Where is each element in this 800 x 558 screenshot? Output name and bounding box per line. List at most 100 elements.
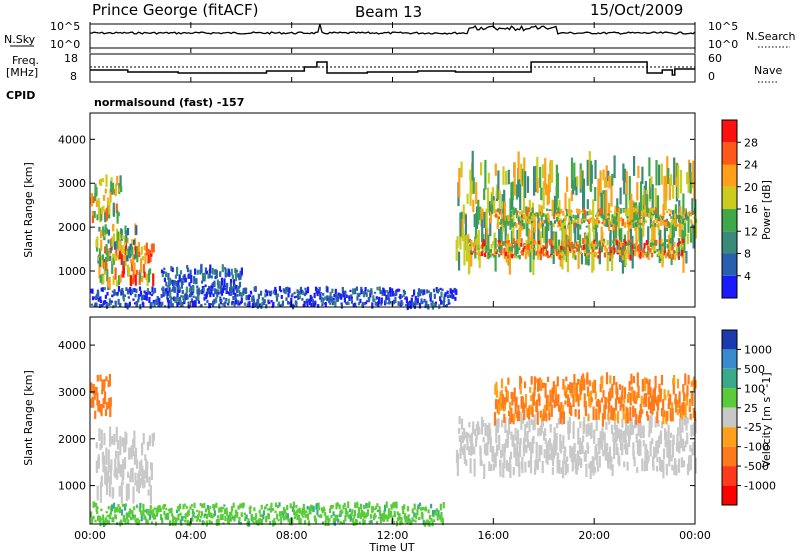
power-cell	[179, 270, 183, 275]
power-cell	[232, 279, 236, 287]
velocity-cell	[102, 455, 106, 473]
velocity-cell	[545, 413, 548, 422]
velocity-cell	[255, 519, 258, 523]
power-cell	[200, 303, 203, 308]
velocity-cell	[112, 489, 115, 496]
power-cell	[654, 250, 657, 254]
velocity-cell	[533, 414, 536, 430]
velocity-cell	[540, 420, 543, 434]
power-cell	[109, 189, 112, 203]
power-cell	[628, 239, 631, 242]
power-cell	[671, 222, 674, 250]
velocity-cell	[497, 403, 500, 415]
velocity-cell	[98, 428, 101, 441]
power-cell	[496, 216, 499, 228]
power-cell	[397, 301, 400, 306]
velocity-cell	[602, 390, 605, 398]
velocity-cell	[456, 453, 459, 469]
velocity-cell	[463, 428, 466, 441]
power-cell	[104, 212, 107, 223]
power-cell	[223, 288, 226, 291]
velocity-cell	[636, 372, 639, 387]
power-cell	[239, 292, 242, 297]
power-cell	[272, 301, 275, 307]
power-cell	[677, 216, 680, 222]
velocity-cell	[138, 461, 142, 477]
power-cell	[682, 193, 685, 225]
power-cell	[665, 253, 668, 257]
power-cell	[579, 251, 582, 254]
velocity-cell	[140, 510, 143, 515]
power-cell	[145, 294, 148, 301]
velocity-cell	[524, 424, 527, 442]
power-cell	[513, 222, 516, 226]
time-tick-label: 00:00	[679, 529, 711, 542]
power-cell	[681, 217, 684, 224]
power-cell	[620, 217, 623, 222]
power-cell	[440, 291, 443, 298]
power-cell	[543, 246, 546, 251]
power-cell	[285, 287, 288, 291]
velocity-cell	[497, 418, 500, 428]
power-cell	[202, 287, 205, 291]
freq-tick-high: 18	[64, 52, 78, 65]
power-cell	[212, 300, 215, 307]
power-cell	[368, 298, 371, 301]
velocity-cell	[606, 443, 609, 452]
power-cell	[138, 251, 141, 258]
power-cell	[525, 240, 528, 246]
power-cell	[141, 256, 144, 261]
power-cell	[441, 288, 444, 291]
velocity-cell	[105, 447, 108, 465]
velocity-cell	[151, 514, 154, 518]
velocity-cell	[129, 508, 132, 514]
velocity-cell	[570, 404, 573, 416]
velocity-cell	[690, 381, 693, 387]
power-cell	[554, 243, 557, 246]
velocity-cell	[671, 464, 674, 471]
velocity-cell	[565, 376, 568, 382]
velocity-cell	[208, 512, 211, 518]
velocity-cell	[616, 424, 619, 441]
velocity-cell	[142, 503, 145, 511]
search-tick-high: 10^5	[708, 20, 738, 33]
power-cell	[681, 244, 684, 248]
velocity-cell	[434, 511, 437, 516]
power-cell	[263, 299, 266, 304]
velocity-cell	[559, 408, 562, 418]
power-cell	[336, 296, 339, 302]
velocity-cell	[259, 518, 262, 524]
power-cell	[556, 172, 559, 199]
velocity-cell	[497, 399, 500, 407]
power-cell	[293, 291, 296, 295]
velocity-cell	[276, 513, 279, 520]
velocity-cell	[499, 459, 502, 477]
velocity-cell	[598, 404, 602, 412]
power-cell	[177, 289, 180, 293]
power-cell	[651, 208, 655, 214]
power-cell	[469, 250, 473, 255]
velocity-cell	[163, 510, 166, 515]
power-cell	[516, 239, 519, 244]
power-cell	[667, 168, 670, 184]
velocity-cell	[613, 408, 616, 417]
power-cell	[268, 302, 271, 305]
power-cell	[459, 236, 462, 250]
power-cell	[95, 187, 98, 197]
velocity-cell	[620, 395, 623, 408]
power-cell	[624, 209, 627, 212]
velocity-cell	[600, 440, 603, 450]
power-cell	[679, 211, 682, 214]
power-cell	[152, 299, 155, 304]
power-cell	[468, 250, 471, 274]
velocity-cell	[466, 436, 469, 451]
power-cell	[228, 271, 231, 277]
velocity-cell	[314, 518, 318, 525]
power-cell	[318, 289, 321, 294]
power-cell	[221, 287, 225, 294]
power-cell	[170, 265, 173, 272]
velocity-cell	[506, 433, 510, 444]
power-cell	[334, 300, 337, 307]
power-cell	[500, 219, 503, 225]
